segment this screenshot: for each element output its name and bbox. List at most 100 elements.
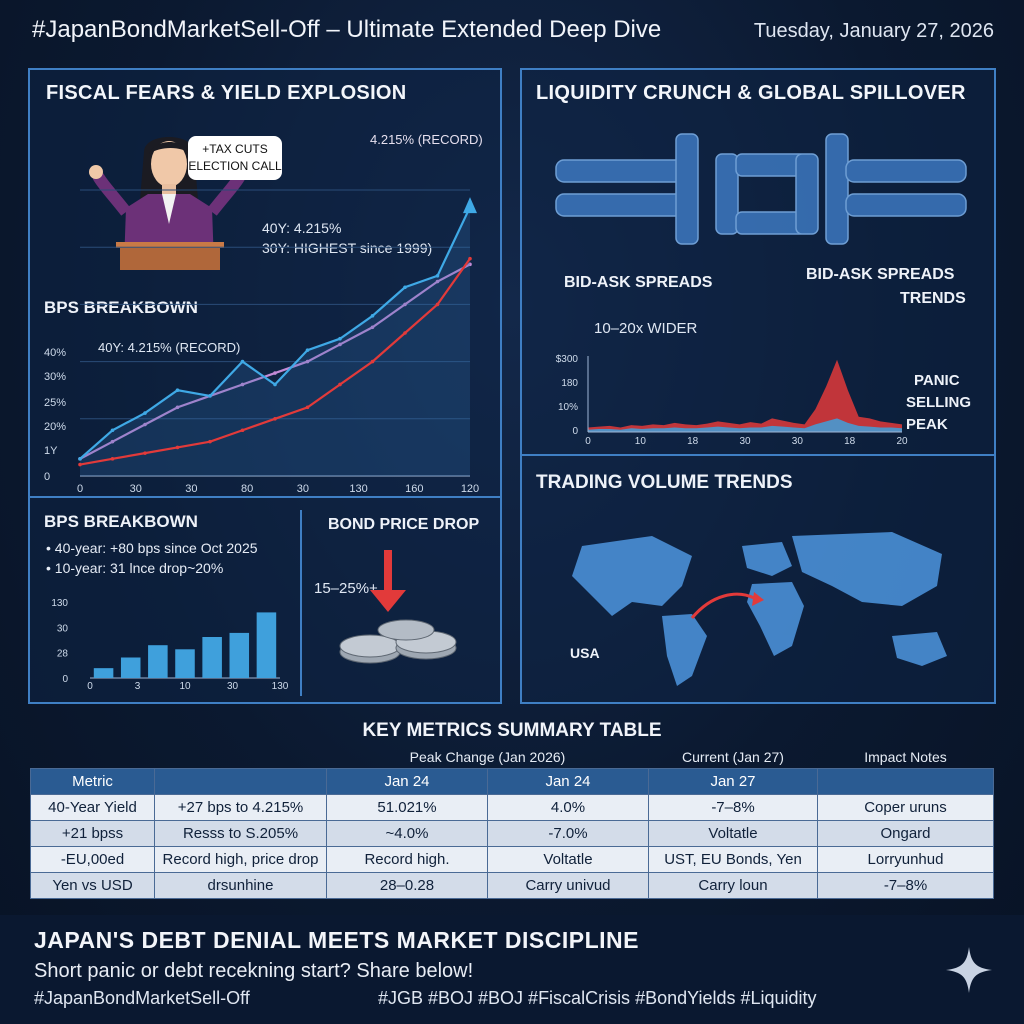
- bar: [256, 612, 277, 678]
- y-tick-label: 1Y: [44, 445, 58, 457]
- metrics-table: Peak Change (Jan 2026) Current (Jan 27) …: [30, 746, 994, 899]
- table-cell: Voltatle: [487, 846, 649, 873]
- series-point: [305, 405, 310, 410]
- series-point: [240, 428, 245, 433]
- header-cell: [154, 768, 327, 795]
- bond-drop-illustration: [339, 550, 457, 664]
- bar-x-tick: 3: [135, 681, 141, 690]
- y-tick-label: 40%: [44, 347, 66, 359]
- bullet-10-year: • 10-year: 31 lnce drop~20%: [46, 560, 224, 576]
- bps-breakdown-title: BPS BREAKBOWN: [44, 512, 198, 531]
- africa-shape: [747, 582, 804, 656]
- table-cell: Coper uruns: [817, 794, 994, 821]
- table-cell: Carry loun: [648, 872, 818, 899]
- bar-x-tick: 30: [227, 681, 239, 690]
- spread-x-tick: 10: [635, 436, 647, 447]
- bar-x-tick: 130: [272, 681, 289, 690]
- table-cell: Carry univud: [487, 872, 649, 899]
- liquidity-panel: LIQUIDITY CRUNCH & GLOBAL SPILLOVER BID-…: [520, 68, 996, 704]
- spillover-arrow: [690, 592, 755, 619]
- panic-label-2: SELLING: [906, 394, 972, 411]
- bar-x-tick: 0: [87, 681, 93, 690]
- series-point: [305, 348, 310, 352]
- x-tick-label: 130: [349, 483, 367, 495]
- footer-question: Short panic or debt recekning start? Sha…: [34, 960, 474, 982]
- bar: [175, 649, 195, 678]
- bid-ask-right-label-2: TRENDS: [900, 290, 966, 307]
- spread-area: [588, 418, 902, 432]
- yield-line-chart: 40% 30% 25% 20% 1Y 0 0 30 30 80 30 130 160 120: [44, 189, 479, 495]
- panic-label-1: PANIC: [914, 372, 960, 389]
- world-map: [572, 532, 947, 686]
- table-row: Yen vs USD drsunhine 28–0.28 Carry univu…: [30, 872, 994, 899]
- header-cell: Jan 24: [487, 768, 649, 795]
- series-point: [370, 359, 375, 364]
- series-point: [435, 279, 440, 284]
- table-cell: -7.0%: [487, 820, 649, 847]
- spread-y-tick: 10%: [558, 402, 578, 413]
- bar-y-tick: 30: [57, 623, 69, 634]
- sparkle-icon: [946, 947, 992, 993]
- north-america-shape: [572, 536, 692, 616]
- series-point: [338, 382, 342, 387]
- table-cell: ~4.0%: [326, 820, 488, 847]
- bar-x-tick: 10: [179, 681, 191, 690]
- table-title: KEY METRICS SUMMARY TABLE: [362, 720, 662, 741]
- trend-arrow-icon: [463, 197, 477, 214]
- bar-y-tick: 0: [62, 674, 68, 685]
- bullet-40-year: • 40-year: +80 bps since Oct 2025: [46, 540, 258, 556]
- spread-y-tick: $300: [556, 354, 579, 365]
- asia-shape: [792, 532, 942, 606]
- speech-line-2: ELECTION CALL: [188, 159, 282, 173]
- series-point: [78, 462, 82, 467]
- series-point: [208, 394, 212, 398]
- x-tick-label: 0: [77, 483, 83, 495]
- footer-hashtags: #JGB #BOJ #BOJ #FiscalCrisis #BondYields…: [378, 988, 817, 1008]
- series-point: [273, 371, 277, 375]
- metrics-table-section: KEY METRICS SUMMARY TABLE Peak Change (J…: [30, 720, 994, 910]
- header: #JapanBondMarketSell-Off – Ultimate Exte…: [0, 0, 1024, 64]
- europe-shape: [742, 542, 792, 576]
- header-cell: Metric: [30, 768, 155, 795]
- y-tick-label: 20%: [44, 421, 66, 433]
- table-cell: 51.021%: [326, 794, 488, 821]
- series-point: [175, 405, 180, 410]
- table-cell: Resss to S.205%: [154, 820, 327, 847]
- speech-bubble: +TAX CUTS ELECTION CALL: [188, 136, 282, 180]
- series-point: [143, 451, 147, 455]
- series-point: [78, 457, 82, 461]
- legend-30y: 30Y: HIGHEST since 1999): [262, 240, 433, 256]
- bar: [120, 657, 141, 678]
- page-title: #JapanBondMarketSell-Off – Ultimate Exte…: [32, 16, 662, 43]
- spread-y-tick: 0: [572, 426, 578, 437]
- series-point: [370, 325, 375, 330]
- volume-title: TRADING VOLUME TRENDS: [536, 472, 793, 493]
- speech-line-1: +TAX CUTS: [202, 142, 268, 156]
- series-point: [175, 445, 180, 450]
- table-row: -EU,00ed Record high, price drop Record …: [30, 846, 994, 873]
- spread-x-tick: 30: [739, 436, 751, 447]
- table-cell: Record high, price drop: [154, 846, 327, 873]
- panel-title: FISCAL FEARS & YIELD EXPLOSION: [46, 82, 407, 104]
- table-cell: 4.0%: [487, 794, 649, 821]
- pipes-illustration: [555, 133, 967, 245]
- table-cell: Record high.: [326, 846, 488, 873]
- table-cell: Ongard: [817, 820, 994, 847]
- spread-x-tick: 18: [687, 436, 699, 447]
- table-cell: -7–8%: [817, 872, 994, 899]
- series-point: [175, 388, 180, 393]
- spread-x-tick: 0: [585, 436, 591, 447]
- spread-y-tick: 180: [561, 378, 578, 389]
- wider-label: 10–20x WIDER: [594, 320, 698, 337]
- series-point: [110, 457, 115, 461]
- x-tick-label: 30: [130, 483, 142, 495]
- footer-headline: JAPAN'S DEBT DENIAL MEETS MARKET DISCIPL…: [34, 927, 640, 953]
- down-arrow-icon: [370, 590, 406, 612]
- series-point: [435, 302, 440, 307]
- series-point: [403, 302, 407, 307]
- table-cell: -EU,00ed: [30, 846, 155, 873]
- series-point: [370, 314, 375, 318]
- bond-drop-pct: 15–25%+: [314, 580, 378, 597]
- table-header-row: Metric Jan 24 Jan 24 Jan 27: [30, 768, 994, 795]
- series-point: [143, 411, 147, 415]
